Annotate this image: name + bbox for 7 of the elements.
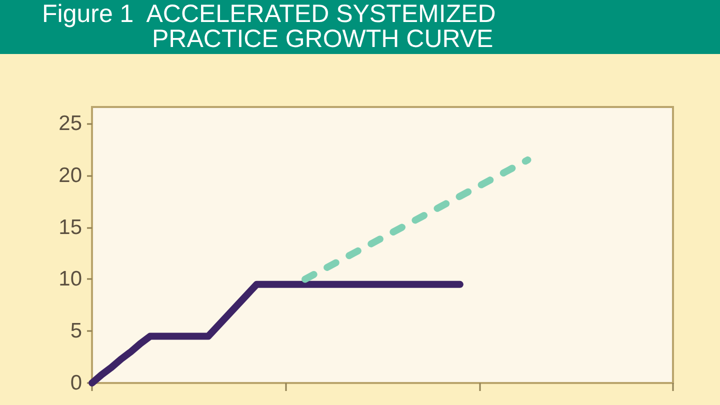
y-tick-label: 5 — [70, 320, 82, 343]
y-tick-label: 10 — [58, 268, 82, 291]
y-tick-label: 15 — [58, 216, 82, 239]
y-tick-label: 25 — [58, 112, 82, 136]
y-tick-label: 20 — [58, 164, 82, 187]
chart-title: Figure 1 ACCELERATED SYSTEMIZED PRACTICE GROWTH CURVE — [0, 0, 720, 53]
y-tick-label: 0 — [70, 372, 82, 394]
